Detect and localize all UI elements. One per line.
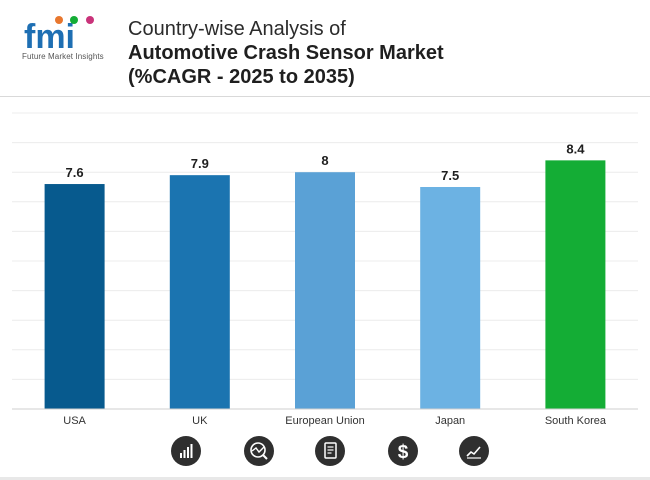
trend-line-icon: [459, 436, 489, 466]
header: fmi Future Market Insights Country-wise …: [0, 0, 650, 96]
x-tick-label: Japan: [435, 415, 465, 427]
x-tick-label: USA: [63, 415, 86, 427]
fmi-logo: fmi: [24, 16, 94, 56]
svg-text:$: $: [398, 442, 409, 463]
svg-text:fmi: fmi: [24, 18, 75, 56]
bar-japan: [420, 187, 481, 409]
value-labels: 7.6 7.9 8 7.5 8.4: [66, 141, 586, 183]
footer-icons: $: [0, 436, 650, 472]
bar-growth-icon: [171, 436, 201, 466]
logo-dot-magenta: [86, 16, 94, 24]
x-tick-label: European Union: [285, 415, 365, 427]
chart-title-line2: Automotive Crash Sensor Market: [128, 42, 444, 64]
x-tick-labels: USA UK European Union Japan South Korea: [63, 415, 607, 427]
bar-usa: [44, 184, 105, 409]
logo-dot-orange: [55, 16, 63, 24]
value-label: 7.6: [66, 165, 84, 180]
footer-divider: [0, 477, 650, 480]
value-label: 7.9: [191, 156, 209, 171]
value-label: 7.5: [441, 168, 459, 183]
bar-chart: 7.6 7.9 8 7.5 8.4 USA UK European Union Japan So…: [12, 112, 638, 427]
x-tick-label: UK: [192, 415, 208, 427]
bars: [44, 160, 606, 409]
document-icon: [315, 436, 345, 466]
logo-dot-green: [70, 16, 78, 24]
chart-title-line3: (%CAGR - 2025 to 2035): [128, 66, 355, 88]
bar-european-union: [295, 172, 355, 409]
header-divider: [0, 96, 650, 97]
logo-tagline: Future Market Insights: [22, 52, 104, 61]
value-label: 8.4: [566, 141, 585, 156]
chart-analysis-icon: [244, 436, 274, 466]
value-label: 8: [321, 153, 328, 168]
bar-south-korea: [545, 160, 606, 409]
chart-title-line1: Country-wise Analysis of: [128, 18, 346, 40]
x-tick-label: South Korea: [545, 415, 607, 427]
bar-uk: [169, 175, 230, 409]
dollar-icon: $: [388, 436, 418, 466]
